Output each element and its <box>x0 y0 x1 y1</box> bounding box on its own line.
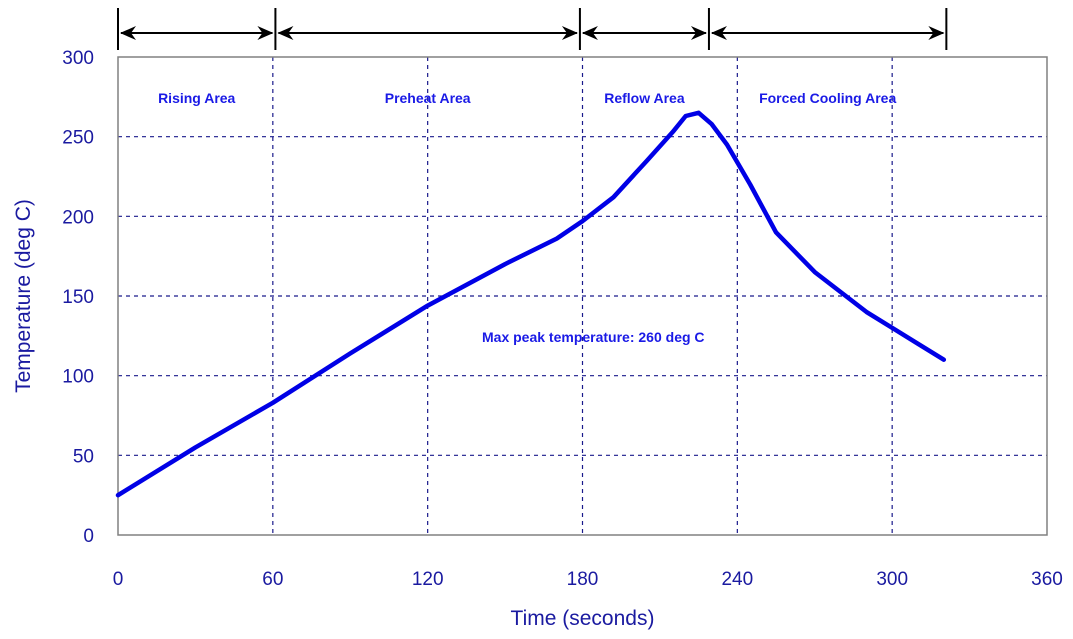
y-tick-label: 250 <box>62 128 94 149</box>
zone-label: Preheat Area <box>385 90 471 106</box>
x-tick-label: 0 <box>113 569 124 590</box>
zone-arrows <box>117 8 948 50</box>
plot-frame <box>117 56 1048 536</box>
x-tick-label: 360 <box>1031 569 1063 590</box>
arrow-head <box>561 26 578 40</box>
y-tick-label: 200 <box>62 207 94 228</box>
tick-labels: 0 60 120 180 240 300 360 0 50 100 150 200 250 300 <box>62 48 1063 590</box>
grid-lines <box>118 57 1047 535</box>
y-tick-label: 150 <box>62 287 94 308</box>
arrow-head <box>690 26 707 40</box>
x-tick-label: 240 <box>721 569 753 590</box>
zone-label: Reflow Area <box>604 90 685 106</box>
y-tick-label: 300 <box>62 48 94 69</box>
x-tick-label: 60 <box>262 569 283 590</box>
peak-annotation: Max peak temperature: 260 deg C <box>482 329 705 345</box>
arrow-head <box>120 26 136 40</box>
arrow-head <box>277 26 294 40</box>
y-tick-label: 0 <box>83 526 94 547</box>
arrow-head <box>257 26 274 40</box>
y-tick-label: 100 <box>62 367 94 388</box>
arrow-head <box>710 26 727 40</box>
y-tick-label: 50 <box>73 446 94 467</box>
x-tick-label: 180 <box>567 569 599 590</box>
y-axis-title: Temperature (deg C) <box>12 199 35 393</box>
arrow-head <box>581 26 598 40</box>
zone-label: Rising Area <box>158 90 235 106</box>
x-axis-title: Time (seconds) <box>511 607 655 630</box>
x-tick-label: 120 <box>412 569 444 590</box>
arrow-head <box>928 26 945 40</box>
x-tick-label: 300 <box>876 569 908 590</box>
zone-label: Forced Cooling Area <box>759 90 896 106</box>
zone-labels: Rising Area Preheat Area Reflow Area Forced… <box>158 90 896 106</box>
temperature-line <box>115 110 947 498</box>
